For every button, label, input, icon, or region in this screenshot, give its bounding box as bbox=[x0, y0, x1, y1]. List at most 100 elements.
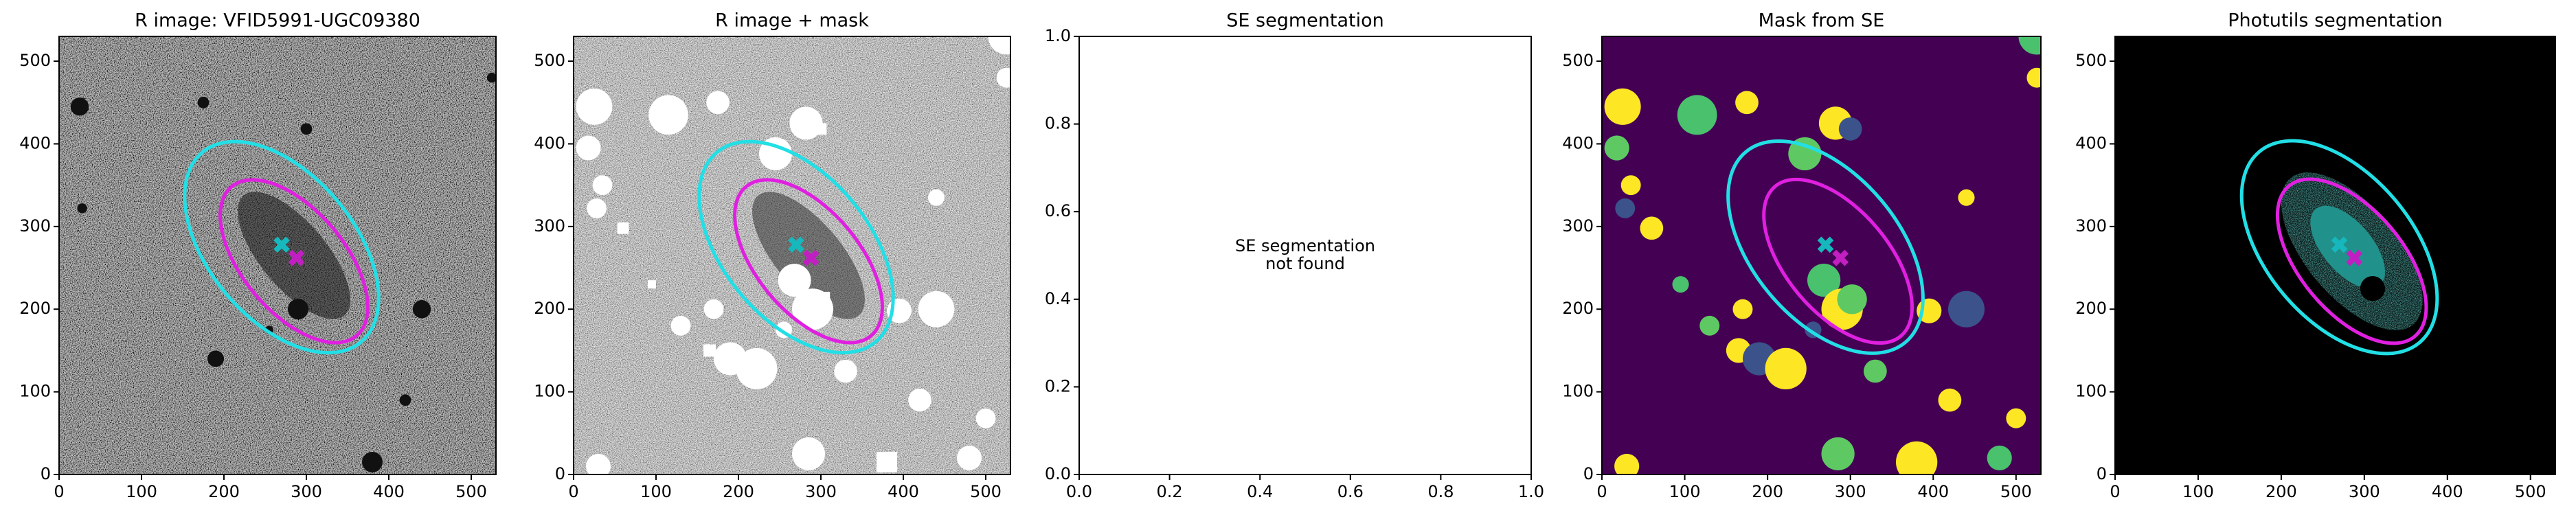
panel: Mask from SE 0 100 200 300 400 500 0 100 200 300 40… bbox=[1562, 10, 2042, 501]
star bbox=[486, 72, 496, 83]
ellipse bbox=[183, 139, 381, 355]
star bbox=[70, 98, 89, 116]
x-tick-label: 400 bbox=[888, 482, 919, 501]
mask-region bbox=[834, 359, 857, 383]
mask-region bbox=[736, 347, 778, 389]
mask-region bbox=[703, 344, 716, 357]
segment-region bbox=[2006, 408, 2026, 428]
y-tick-label: 100 bbox=[534, 382, 565, 401]
x-tick-label: 500 bbox=[970, 482, 1002, 501]
segment-region bbox=[1765, 347, 1807, 390]
y-tick-label: 0.6 bbox=[1045, 201, 1071, 220]
segment-region bbox=[1807, 264, 1841, 297]
y-tick-label: 400 bbox=[19, 133, 51, 152]
y-tick-label: 0.4 bbox=[1045, 289, 1071, 308]
mask-region bbox=[815, 123, 827, 135]
y-tick-label: 300 bbox=[534, 216, 565, 236]
mask-region bbox=[586, 453, 611, 474]
x-tick-label: 200 bbox=[723, 482, 754, 501]
x-tick-label: 0.2 bbox=[1157, 482, 1183, 501]
axes-frame bbox=[2114, 36, 2556, 475]
ellipse bbox=[697, 139, 895, 355]
y-tick-label: 500 bbox=[19, 51, 51, 70]
image bbox=[574, 36, 1010, 474]
annotation: SE segmentation bbox=[1235, 236, 1375, 255]
panel-title: Mask from SE bbox=[1759, 10, 1885, 32]
center-marker bbox=[1832, 249, 1849, 266]
mask-region bbox=[576, 88, 613, 125]
segment-region bbox=[1987, 445, 2012, 471]
image bbox=[59, 36, 496, 474]
panel-title: SE segmentation bbox=[1226, 10, 1383, 32]
panel-title: R image: VFID5991-UGC09380 bbox=[135, 10, 420, 32]
y-tick-label: 0.0 bbox=[1045, 464, 1071, 483]
y-tick-label: 500 bbox=[1562, 51, 1594, 70]
y-tick-label: 400 bbox=[1562, 133, 1594, 152]
panel-title: R image + mask bbox=[715, 10, 869, 32]
segment-region bbox=[1672, 276, 1689, 293]
star bbox=[288, 299, 308, 320]
x-tick-label: 300 bbox=[805, 482, 837, 501]
y-tick-label: 0 bbox=[41, 464, 51, 483]
mask-region bbox=[617, 222, 629, 234]
x-tick-label: 100 bbox=[2182, 482, 2214, 501]
y-tick-label: 100 bbox=[2075, 382, 2107, 401]
ellipse bbox=[733, 178, 884, 345]
x-tick-label: 400 bbox=[373, 482, 405, 501]
mask-region bbox=[706, 91, 730, 115]
x-tick-label: 200 bbox=[1752, 482, 1783, 501]
y-tick-label: 1.0 bbox=[1045, 26, 1071, 45]
y-tick-label: 500 bbox=[2075, 51, 2107, 70]
x-tick-label: 0 bbox=[1596, 482, 1607, 501]
mask-region bbox=[587, 198, 607, 218]
center-marker bbox=[1817, 236, 1834, 253]
mask-region bbox=[996, 67, 1010, 88]
mask-region bbox=[789, 106, 823, 140]
star bbox=[77, 203, 87, 214]
image-background bbox=[1602, 36, 2041, 474]
x-tick-label: 500 bbox=[2515, 482, 2546, 501]
mask-region bbox=[703, 299, 724, 319]
segment-region bbox=[1896, 441, 1938, 474]
mask-region bbox=[975, 408, 996, 428]
star bbox=[207, 350, 224, 367]
y-tick-label: 300 bbox=[2075, 216, 2107, 236]
x-tick-label: 200 bbox=[208, 482, 240, 501]
segment-region bbox=[1620, 175, 1641, 196]
ellipse bbox=[2239, 139, 2439, 356]
mask-region bbox=[908, 388, 931, 412]
y-tick-label: 100 bbox=[19, 382, 51, 401]
center-marker bbox=[273, 236, 290, 253]
y-tick-label: 400 bbox=[2075, 133, 2107, 152]
y-tick-label: 400 bbox=[534, 133, 565, 152]
mask-region bbox=[877, 451, 897, 472]
axes-frame bbox=[58, 36, 497, 475]
y-tick-label: 0 bbox=[1583, 464, 1594, 483]
x-tick-label: 100 bbox=[126, 482, 157, 501]
y-tick-label: 200 bbox=[19, 299, 51, 318]
x-tick-label: 0.8 bbox=[1427, 482, 1454, 501]
star bbox=[362, 451, 383, 472]
annotation: not found bbox=[1265, 254, 1345, 273]
y-tick-label: 200 bbox=[2075, 299, 2107, 318]
center-marker bbox=[2331, 236, 2348, 253]
mask-region bbox=[648, 95, 688, 135]
ellipse bbox=[2275, 177, 2428, 345]
x-tick-label: 500 bbox=[455, 482, 487, 501]
center-marker bbox=[2346, 249, 2363, 266]
segment-region bbox=[1614, 453, 1640, 474]
x-tick-label: 0.4 bbox=[1247, 482, 1273, 501]
y-tick-label: 300 bbox=[1562, 216, 1594, 236]
mask-region bbox=[648, 280, 656, 289]
x-tick-label: 100 bbox=[640, 482, 672, 501]
segment-region bbox=[1863, 359, 1887, 383]
axes-frame bbox=[1601, 36, 2042, 475]
segment-region bbox=[1837, 284, 1867, 314]
mask-region bbox=[988, 36, 1010, 55]
segment-hole bbox=[2360, 276, 2386, 301]
y-tick-label: 100 bbox=[1562, 382, 1594, 401]
center-marker bbox=[288, 249, 305, 266]
segment-region bbox=[1640, 216, 1664, 240]
ellipse bbox=[1762, 177, 1914, 345]
panel: R image: VFID5991-UGC09380 0 100 200 300 400 5… bbox=[19, 10, 497, 501]
